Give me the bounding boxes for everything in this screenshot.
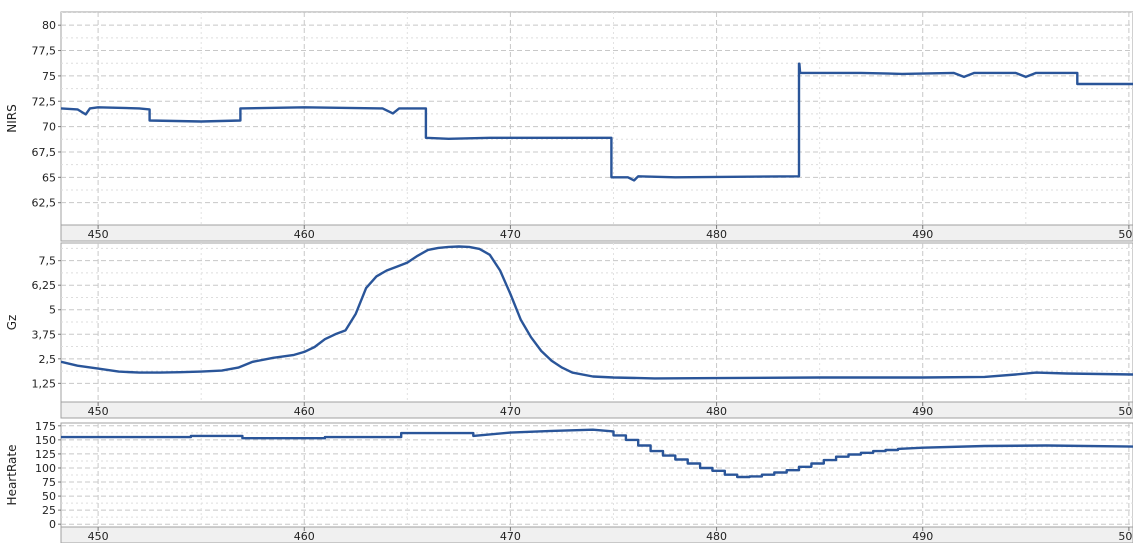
y-tick-label: 72,5 xyxy=(32,95,57,108)
x-tick-label: 480 xyxy=(706,228,727,241)
x-axis-strip xyxy=(60,401,1133,419)
x-tick-label: 490 xyxy=(912,228,933,241)
y-tick-label: 100 xyxy=(35,462,56,475)
y-tick-label: 50 xyxy=(42,490,56,503)
y-tick-label: 2,5 xyxy=(39,353,57,366)
panel-0: 62,5 65 67,5 70 72,5 75 77,5 80 450 460 470 480 490 5… xyxy=(5,11,1133,242)
y-tick-label: 70 xyxy=(42,121,56,134)
plot-area xyxy=(60,11,1133,226)
x-tick-label: 470 xyxy=(500,228,521,241)
y-tick-label: 3,75 xyxy=(32,328,57,341)
y-tick-label: 75 xyxy=(42,476,56,489)
x-tick-label: 450 xyxy=(88,228,109,241)
panel-1: 1,25 2,5 3,75 5 6,25 7,5 450 460 470 480 490 500 Gz xyxy=(5,242,1133,419)
x-tick-label: 490 xyxy=(912,530,933,543)
y-tick-label: 6,25 xyxy=(32,279,57,292)
x-axis-strip xyxy=(60,526,1133,544)
y-tick-label: 67,5 xyxy=(32,146,57,159)
y-tick-label: 77,5 xyxy=(32,45,57,58)
series-line-heartrate xyxy=(61,428,1133,479)
y-tick-label: 0 xyxy=(49,518,56,531)
x-tick-label: 480 xyxy=(706,530,727,543)
x-tick-label: 500 xyxy=(1118,228,1133,241)
x-tick-label: 500 xyxy=(1118,405,1133,418)
y-tick-label: 5 xyxy=(49,304,56,317)
x-tick-label: 460 xyxy=(294,530,315,543)
x-tick-label: 460 xyxy=(294,228,315,241)
x-tick-label: 450 xyxy=(88,530,109,543)
y-tick-label: 150 xyxy=(35,434,56,447)
y-tick-label: 25 xyxy=(42,504,56,517)
x-tick-label: 480 xyxy=(706,405,727,418)
y-tick-label: 1,25 xyxy=(32,377,57,390)
series-line-nirs xyxy=(61,62,1133,182)
y-axis-label: HeartRate xyxy=(5,445,19,506)
x-tick-label: 450 xyxy=(88,405,109,418)
y-axis-label: Gz xyxy=(5,315,19,331)
x-tick-label: 470 xyxy=(500,405,521,418)
x-tick-label: 490 xyxy=(912,405,933,418)
y-tick-label: 62,5 xyxy=(32,197,57,210)
y-tick-label: 175 xyxy=(35,420,56,433)
x-tick-label: 500 xyxy=(1118,530,1133,543)
y-tick-label: 125 xyxy=(35,448,56,461)
x-tick-label: 460 xyxy=(294,405,315,418)
series-line-gz xyxy=(61,245,1133,380)
x-tick-label: 470 xyxy=(500,530,521,543)
y-tick-label: 7,5 xyxy=(39,255,57,268)
y-tick-label: 80 xyxy=(42,19,56,32)
x-axis-strip xyxy=(60,224,1133,242)
y-tick-label: 75 xyxy=(42,70,56,83)
y-tick-label: 65 xyxy=(42,171,56,184)
y-axis-label: NIRS xyxy=(5,104,19,132)
